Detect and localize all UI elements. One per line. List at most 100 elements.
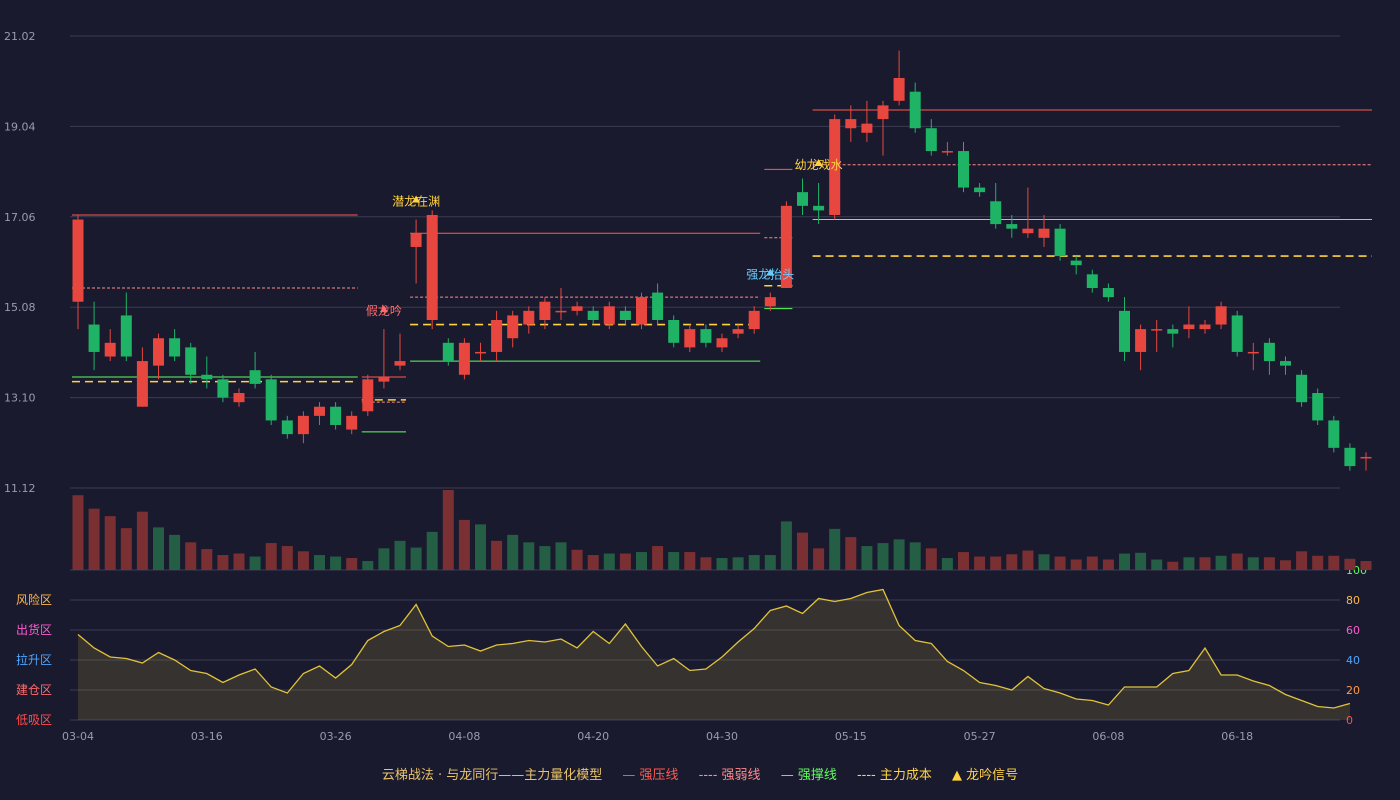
candle-body <box>249 370 261 384</box>
candle-body <box>958 151 969 188</box>
candle-body <box>1167 329 1179 334</box>
signal-triangle-icon <box>379 305 388 313</box>
candle-body <box>410 233 422 247</box>
volume-bar <box>1312 555 1324 570</box>
volume-bar <box>426 531 438 570</box>
candle-body <box>1151 329 1163 331</box>
candle-body <box>169 338 181 357</box>
volume-bar <box>587 555 599 570</box>
candle-body <box>426 214 438 320</box>
candle-body <box>813 205 825 211</box>
volume-bar <box>491 540 503 570</box>
volume-bar <box>507 534 519 570</box>
volume-bar <box>346 558 358 570</box>
x-tick-label: 04-08 <box>448 730 480 743</box>
volume-bar <box>217 555 229 570</box>
volume-bar <box>330 556 342 570</box>
indicator-zone-label: 风险区 <box>16 592 52 607</box>
candle-body <box>136 361 148 407</box>
volume-bar <box>877 543 889 570</box>
volume-bar <box>603 553 615 570</box>
volume-bar <box>1006 554 1018 570</box>
volume-bar <box>72 495 84 570</box>
candle-body <box>394 361 406 366</box>
candle-body <box>362 379 374 412</box>
volume-bar <box>233 553 245 570</box>
volume-bar <box>829 528 841 570</box>
candle-body <box>941 151 953 153</box>
candle-body <box>475 351 486 354</box>
x-tick-label: 03-26 <box>320 730 352 743</box>
volume-bar <box>378 548 390 570</box>
candle-body <box>330 406 342 425</box>
candle-body <box>281 420 293 435</box>
candle-body <box>603 306 615 325</box>
volume-bar <box>1119 553 1130 570</box>
candle-body <box>1263 342 1275 362</box>
price-tick-label: 13.10 <box>4 392 36 405</box>
candle-body <box>684 329 696 348</box>
volume-bar <box>1280 560 1291 570</box>
candle-body <box>780 205 792 289</box>
candle-body <box>1135 329 1147 352</box>
candle-body <box>845 119 857 129</box>
volume-bar <box>1360 561 1372 570</box>
volume-bar <box>716 558 728 570</box>
candle-body <box>1006 224 1018 229</box>
indicator-zone-label: 拉升区 <box>16 652 52 667</box>
candle-body <box>1344 447 1356 467</box>
volume-bar <box>185 542 197 570</box>
volume-bar <box>555 542 567 570</box>
candle-body <box>732 329 744 334</box>
candle-body <box>1086 274 1098 289</box>
price-tick-label: 11.12 <box>4 482 36 495</box>
candle-body <box>1328 420 1340 448</box>
volume-bar <box>281 546 293 570</box>
x-tick-label: 06-18 <box>1221 730 1253 743</box>
signal-triangle-icon <box>814 159 823 167</box>
legend-press-line: — 强压线 <box>622 768 679 783</box>
candle-body <box>297 415 309 435</box>
volume-bar <box>1070 559 1082 570</box>
candle-body <box>636 297 647 325</box>
legend-weak-line: ---- 强弱线 <box>698 768 761 783</box>
volume-bar <box>297 551 309 570</box>
legend-cost-line: ---- 主力成本 <box>856 768 932 783</box>
price-tick-label: 17.06 <box>4 211 36 224</box>
volume-bar <box>861 546 873 570</box>
volume-bar <box>442 490 454 570</box>
volume-bar <box>104 516 116 570</box>
volume-bar <box>1344 558 1356 570</box>
volume-bar <box>1215 555 1227 570</box>
volume-bar <box>1296 551 1308 570</box>
candle-body <box>974 187 986 193</box>
volume-bar <box>523 542 535 570</box>
volume-bar <box>249 556 261 570</box>
volume-bar <box>1054 556 1066 570</box>
volume-bar <box>1102 559 1114 570</box>
volume-bar <box>539 546 551 570</box>
volume-bar <box>684 552 696 570</box>
candle-body <box>1215 306 1227 325</box>
candle-body <box>1247 351 1259 354</box>
volume-bar <box>362 561 374 570</box>
candle-body <box>378 377 390 382</box>
volume-bar <box>974 556 986 570</box>
x-tick-label: 04-20 <box>577 730 609 743</box>
volume-bar <box>1135 552 1147 570</box>
volume-bar <box>136 511 148 570</box>
indicator-tick-label: 0 <box>1346 714 1353 727</box>
volume-bar <box>1247 557 1259 570</box>
volume-bar <box>958 552 969 570</box>
x-tick-label: 05-15 <box>835 730 867 743</box>
candle-body <box>990 201 1002 225</box>
candle-body <box>458 342 470 375</box>
candle-body <box>233 393 245 403</box>
legend-signal: ▲ 龙吟信号 <box>952 768 1019 783</box>
legend-title: 云梯战法 · 与龙同行——主力量化模型 <box>381 768 603 783</box>
candle-body <box>1038 228 1050 238</box>
volume-bar <box>748 555 760 570</box>
candle-body <box>925 128 937 152</box>
candle-body <box>346 415 358 430</box>
price-tick-label: 21.02 <box>4 30 36 43</box>
